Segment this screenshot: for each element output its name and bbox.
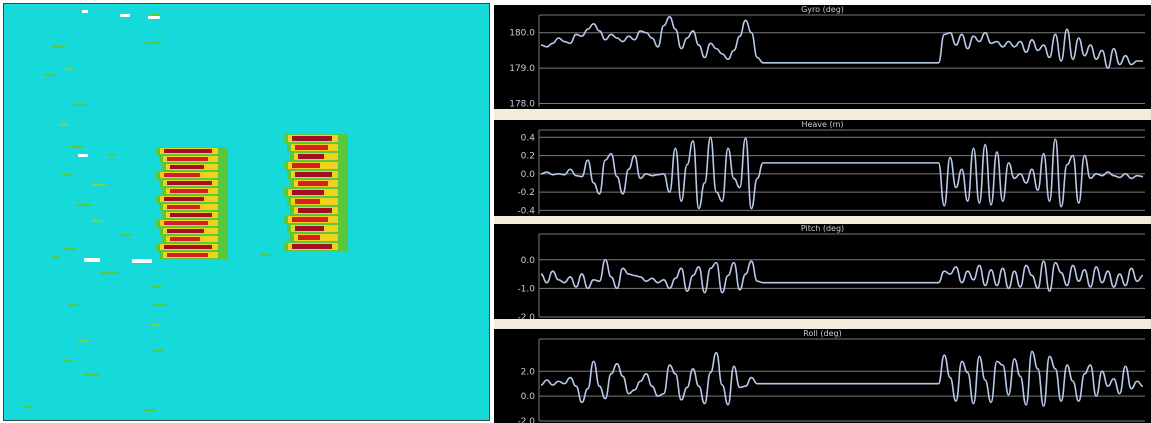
echo-speck	[84, 374, 100, 376]
plot-divider	[494, 109, 1151, 120]
echo-band	[170, 237, 200, 241]
echo-band	[292, 136, 332, 141]
echo-band	[292, 244, 332, 249]
plot-divider	[494, 216, 1151, 224]
motion-sensor-panel: 180.0 179.0 178.0 Gyro (deg) 0.4 0.2 0.0 -0.2…	[494, 2, 1151, 423]
pitch-plot-title: Pitch (deg)	[800, 224, 845, 233]
echo-speck	[44, 74, 54, 76]
heave-plot-title: Heave (m)	[801, 120, 844, 129]
echo-speck	[154, 304, 166, 306]
y-tick-label: 0.0	[521, 256, 536, 266]
roll-plot: 2.0 0.0 -2.0 Roll (deg)	[494, 329, 1151, 423]
echo-band	[164, 173, 200, 177]
series-line	[540, 15, 1143, 69]
echo-band	[170, 165, 204, 169]
echo-speck	[150, 324, 159, 326]
echo-band	[167, 157, 208, 161]
plot-divider	[494, 319, 1151, 329]
echo-speck	[64, 360, 74, 362]
echo-band	[295, 172, 332, 177]
echo-speck	[152, 286, 162, 288]
echo-speck	[108, 154, 116, 156]
echo-band	[170, 189, 208, 193]
y-tick-label: 179.0	[509, 64, 535, 74]
echo-band	[292, 190, 324, 195]
echo-band	[298, 235, 320, 240]
echo-speck	[64, 248, 76, 250]
y-tick-label: 0.2	[521, 152, 535, 162]
echo-speck	[146, 42, 162, 44]
echo-band	[167, 229, 204, 233]
echo-speck	[66, 68, 74, 70]
echo-marker	[84, 258, 100, 262]
echo-speck	[68, 304, 78, 306]
pitch-plot: 0.0 -1.0 -2.0 Pitch (deg)	[494, 224, 1151, 319]
echo-speck	[52, 46, 66, 48]
echo-band	[292, 217, 328, 222]
echo-speck	[24, 406, 32, 408]
echo-speck	[62, 174, 72, 176]
echo-speck	[52, 256, 60, 258]
echo-band	[167, 205, 200, 209]
roll-plot-title: Roll (deg)	[803, 329, 842, 338]
echo-marker	[78, 154, 88, 157]
y-tick-label: 178.0	[509, 99, 535, 109]
echo-band	[295, 199, 320, 204]
echo-speck	[150, 14, 160, 16]
echo-band	[164, 149, 212, 153]
echo-speck	[122, 234, 132, 236]
echo-band	[298, 181, 328, 186]
y-tick-label: -0.2	[517, 188, 535, 198]
echo-band	[295, 145, 328, 150]
series-line	[540, 350, 1144, 407]
echo-marker	[132, 259, 152, 263]
echo-speck	[154, 350, 164, 352]
echo-band	[298, 208, 332, 213]
echo-band	[167, 253, 208, 257]
echo-speck	[70, 146, 84, 148]
y-tick-label: 180.0	[509, 29, 535, 39]
y-tick-label: 0.4	[521, 133, 536, 143]
echo-speck	[59, 124, 68, 126]
echo-marker	[82, 10, 88, 13]
gyro-plot-title: Gyro (deg)	[801, 5, 844, 14]
echogram-panel	[3, 3, 490, 421]
echo-band	[298, 154, 324, 159]
series-line	[540, 258, 1144, 294]
y-tick-label: -2.0	[517, 313, 535, 319]
echo-band	[164, 197, 204, 201]
echo-band	[167, 181, 212, 185]
y-tick-label: -1.0	[517, 284, 535, 294]
echo-band	[164, 245, 212, 249]
echo-speck	[92, 220, 102, 222]
echo-speck	[92, 184, 106, 186]
echo-band	[170, 213, 212, 217]
echo-band	[292, 163, 320, 168]
y-tick-label: 0.0	[521, 392, 536, 402]
echo-speck	[100, 272, 118, 274]
series-line	[540, 136, 1144, 210]
y-tick-label: -2.0	[517, 417, 535, 423]
heave-plot: 0.4 0.2 0.0 -0.2 -0.4 Heave (m)	[494, 120, 1151, 216]
echo-marker	[120, 14, 130, 17]
echo-speck	[144, 409, 156, 411]
echogram-image	[24, 10, 348, 411]
y-tick-label: 2.0	[521, 367, 536, 377]
echo-marker	[148, 16, 160, 19]
echo-speck	[76, 204, 92, 206]
echo-band	[295, 226, 324, 231]
echo-speck	[260, 254, 270, 256]
echo-speck	[78, 340, 90, 342]
y-tick-label: 0.0	[521, 170, 536, 180]
echo-band	[164, 221, 208, 225]
gyro-plot: 180.0 179.0 178.0 Gyro (deg)	[494, 5, 1151, 109]
echo-speck	[74, 104, 86, 106]
y-tick-label: -0.4	[517, 206, 535, 216]
